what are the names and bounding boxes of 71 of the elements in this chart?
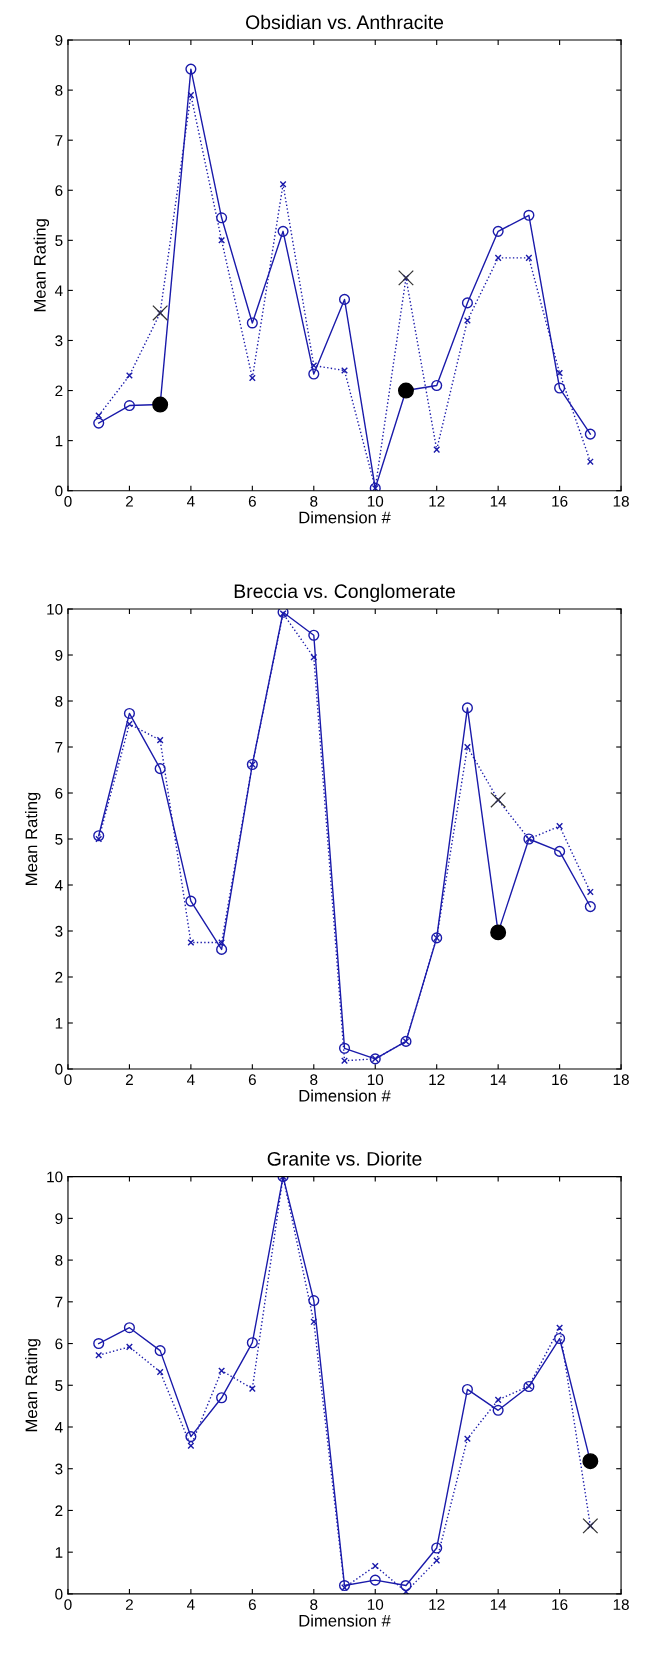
chart-title: Granite vs. Diorite [267,1151,422,1166]
y-tick-label: 2 [55,1505,63,1516]
y-tick-label: 2 [55,385,63,397]
y-tick-label: 7 [55,1296,63,1308]
x-tick-label: 18 [613,1599,629,1610]
x-tick-label: 0 [64,495,72,507]
chart-title: Breccia vs. Conglomerate [234,583,455,602]
y-tick-label: 5 [55,1380,63,1391]
x-tick-label: 8 [310,1599,318,1610]
x-axis-title: Dimension # [299,1614,391,1627]
y-tick-label: 1 [55,1547,63,1558]
x-tick-label: 2 [125,1599,133,1610]
y-tick-label: 8 [55,1254,63,1266]
y-tick-label: 8 [55,695,63,707]
y-tick-label: 0 [55,1588,63,1600]
x-tick-label: 10 [367,1074,384,1086]
y-axis-title: Mean Rating [25,792,41,885]
x-tick-label: 4 [186,1599,195,1610]
x-tick-label: 10 [367,1599,384,1610]
y-tick-label: 0 [55,1063,63,1075]
x-tick-label: 14 [490,1599,507,1610]
x-tick-label: 12 [429,1599,445,1610]
y-tick-label: 3 [55,335,63,347]
chart-title: Obsidian vs. Anthracite [246,14,444,30]
y-tick-label: 6 [55,185,63,196]
y-tick-label: 4 [54,880,63,891]
x-tick-label: 8 [310,1074,318,1086]
y-tick-label: 3 [55,925,63,937]
y-tick-label: 9 [55,34,63,46]
y-tick-label: 7 [55,135,63,146]
y-tick-label: 9 [55,1213,63,1225]
x-axis-title: Dimension # [299,511,391,524]
x-tick-label: 16 [552,1599,568,1610]
x-tick-label: 6 [248,495,256,507]
x-tick-label: 2 [125,495,133,507]
x-tick-label: 8 [310,495,318,507]
y-tick-label: 1 [55,1018,63,1029]
y-axis-title: Mean Rating [25,1339,41,1432]
x-tick-label: 16 [552,495,568,507]
y-axis-title: Mean Rating [33,219,50,312]
x-tick-label: 12 [429,1074,445,1085]
x-tick-label: 12 [429,495,445,507]
y-tick-label: 1 [55,435,63,447]
x-tick-label: 14 [490,496,507,507]
x-tick-label: 6 [248,1074,256,1086]
x-tick-label: 0 [64,1074,72,1086]
x-tick-label: 2 [125,1074,133,1085]
y-tick-label: 5 [55,235,63,247]
y-tick-label: 4 [54,1422,63,1433]
y-tick-label: 10 [47,1171,63,1183]
x-tick-label: 16 [552,1074,568,1086]
y-tick-label: 4 [54,285,63,296]
x-tick-label: 10 [367,495,384,507]
y-tick-label: 8 [55,84,63,96]
x-tick-label: 0 [64,1599,72,1610]
x-axis-title: Dimension # [299,1089,391,1102]
y-tick-label: 7 [55,742,63,753]
y-tick-label: 6 [55,1338,63,1350]
y-tick-label: 2 [55,971,63,983]
y-tick-label: 0 [55,485,63,497]
y-tick-label: 10 [47,603,63,615]
x-tick-label: 4 [186,496,195,507]
y-tick-label: 3 [55,1463,63,1475]
y-tick-label: 5 [55,834,63,845]
y-tick-label: 9 [55,649,63,661]
x-tick-label: 18 [613,495,629,507]
x-tick-label: 4 [186,1074,195,1085]
x-tick-label: 14 [490,1074,507,1085]
x-tick-label: 6 [248,1599,256,1610]
y-tick-label: 6 [55,787,63,799]
x-tick-label: 18 [613,1074,629,1086]
